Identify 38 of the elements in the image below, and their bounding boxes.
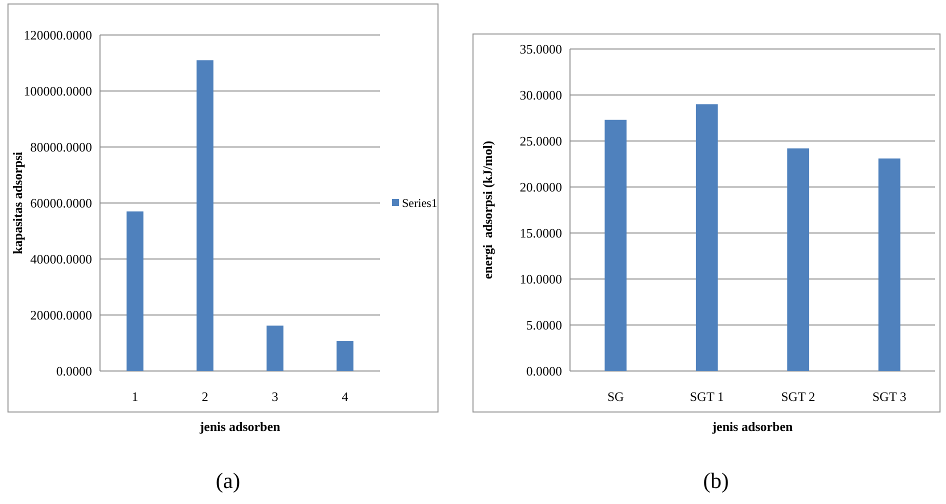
y-tick-label: 20.0000 (520, 180, 562, 195)
x-tick-label: 3 (272, 389, 278, 404)
bar (336, 341, 354, 371)
text: (a) (216, 468, 240, 493)
x-tick-label: 2 (202, 389, 208, 404)
y-tick-label: 0.0000 (526, 364, 562, 379)
x-tick-label: 4 (342, 389, 349, 404)
y-tick-label: 30.0000 (520, 88, 562, 103)
y-tick-label: 10.0000 (520, 272, 562, 287)
x-axis-title: jenis adsorben (711, 419, 794, 434)
bar (266, 326, 284, 371)
text: (b) (703, 468, 729, 493)
y-tick-label: 15.0000 (520, 226, 562, 241)
x-tick-label: SG (607, 389, 624, 404)
y-tick-label: 0.0000 (56, 364, 92, 379)
y-tick-label: 60000.0000 (30, 196, 92, 211)
y-axis-title: kapasitas adsorpsi (10, 152, 25, 254)
y-tick-label: 20000.0000 (30, 308, 92, 323)
y-tick-label: 5.0000 (526, 318, 562, 333)
y-tick-label: 40000.0000 (30, 252, 92, 267)
x-axis-title: jenis adsorben (198, 419, 282, 434)
x-tick-label: 1 (132, 389, 138, 404)
bar (126, 211, 144, 371)
bar (604, 120, 627, 371)
bar (196, 60, 214, 371)
y-tick-label: 25.0000 (520, 134, 562, 149)
x-tick-label: SGT 1 (690, 389, 724, 404)
legend-label: Series1 (402, 196, 438, 210)
y-axis-title: energi adsorpsi (kJ/mol) (480, 140, 495, 280)
bar (878, 158, 900, 371)
bar (787, 148, 810, 371)
y-tick-label: 80000.0000 (30, 140, 92, 155)
x-tick-label: SGT 3 (872, 389, 906, 404)
x-tick-label: SGT 2 (781, 389, 816, 404)
bar (696, 104, 718, 371)
y-tick-label: 35.0000 (520, 42, 562, 57)
y-tick-label: 120000.0000 (24, 28, 92, 43)
y-tick-label: 100000.0000 (24, 84, 92, 99)
